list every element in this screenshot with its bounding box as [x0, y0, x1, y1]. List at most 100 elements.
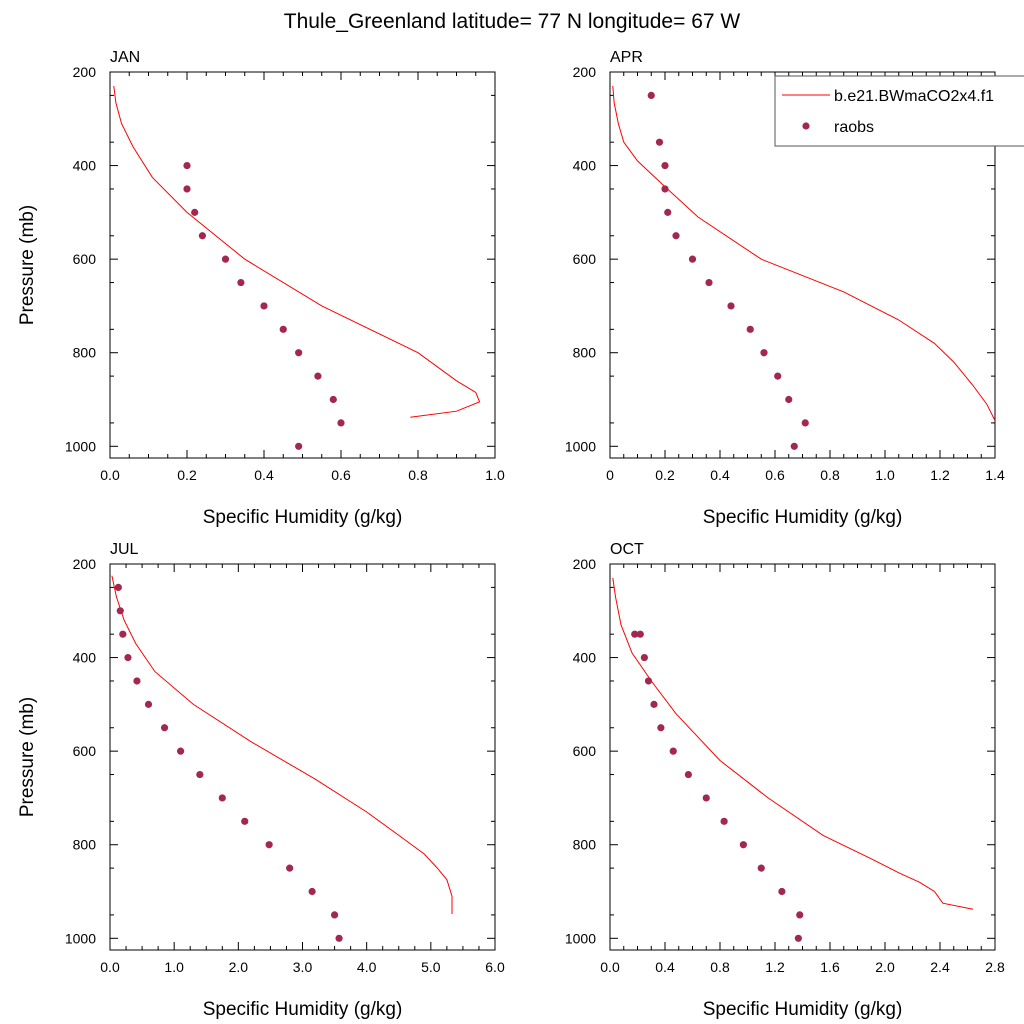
- y-tick-label: 200: [73, 64, 97, 80]
- raobs-point: [329, 395, 337, 404]
- x-tick-label: 0.8: [820, 467, 840, 483]
- legend-obs-swatch: [802, 122, 810, 130]
- raobs-point: [279, 325, 287, 333]
- raobs-point: [330, 911, 339, 919]
- legend: b.e21.BWmaCO2x4.f1 raobs: [774, 75, 1024, 147]
- raobs-point: [119, 630, 127, 638]
- x-axis-label: Specific Humidity (g/kg): [203, 507, 403, 528]
- raobs-point: [657, 724, 665, 732]
- raobs-point: [631, 630, 639, 638]
- panel-title: JAN: [110, 49, 140, 66]
- x-tick-label: 0.0: [100, 959, 120, 975]
- panels: JAN 0.0 0.2 0.4 0.6 0.8 1.0 200 400 600 800 1000 Spe…: [17, 49, 1005, 1020]
- raobs-point: [794, 934, 802, 942]
- raobs-point: [144, 700, 153, 708]
- model-profile-line: [111, 575, 453, 914]
- x-tick-label: 1.4: [985, 467, 1005, 483]
- x-tick-label: 0: [606, 467, 614, 483]
- x-tick-label: 1.2: [930, 467, 950, 483]
- x-tick-label: 0.4: [655, 959, 675, 975]
- x-tick-label: 0.6: [765, 467, 785, 483]
- x-tick-label: 2.4: [930, 959, 950, 975]
- x-tick-label: 6.0: [485, 959, 505, 975]
- raobs-point: [241, 817, 249, 825]
- raobs-point: [114, 583, 122, 591]
- model-profile-line: [113, 85, 481, 418]
- raobs-point: [702, 794, 710, 802]
- raobs-point: [314, 372, 322, 380]
- y-tick-label: 800: [73, 345, 97, 361]
- y-tick-label: 1000: [65, 930, 96, 946]
- panel-jul: JUL 0.0 1.0 2.0 3.0 4.0 5.0 6.0 200 400 600 800 1000…: [17, 541, 505, 1020]
- raobs-point: [727, 302, 735, 310]
- raobs-point: [183, 185, 191, 193]
- raobs-point: [672, 232, 680, 240]
- x-tick-label: 0.2: [655, 467, 675, 483]
- raobs-point: [265, 841, 273, 849]
- raobs-point: [705, 278, 713, 287]
- raobs-point: [133, 677, 141, 685]
- y-tick-label: 600: [573, 251, 597, 267]
- raobs-point: [746, 325, 754, 333]
- raobs-point: [774, 372, 782, 380]
- y-tick-label: 1000: [565, 438, 596, 454]
- y-axis-label: Pressure (mb): [17, 205, 38, 325]
- raobs-point: [647, 91, 655, 99]
- raobs-point: [790, 442, 798, 450]
- y-tick-label: 600: [73, 743, 97, 759]
- raobs-point: [684, 770, 692, 779]
- raobs-point: [183, 161, 191, 170]
- y-tick-label: 200: [73, 556, 97, 572]
- raobs-point: [191, 208, 199, 216]
- raobs-point: [661, 161, 669, 170]
- raobs-point: [198, 232, 206, 240]
- panel-apr: APR 0 0.2 0.4 0.6 0.8 1.0 1.2 1.4 200 400 600 800 100…: [565, 49, 1005, 528]
- raobs-point: [778, 887, 786, 896]
- y-tick-label: 800: [73, 837, 97, 853]
- raobs-point: [801, 419, 809, 427]
- raobs-point: [644, 677, 653, 685]
- raobs-point: [218, 794, 226, 802]
- y-axis-label: Pressure (mb): [17, 697, 38, 817]
- x-tick-label: 0.0: [100, 467, 120, 483]
- raobs-point: [661, 185, 669, 193]
- raobs-point: [757, 864, 765, 872]
- raobs-point: [335, 934, 343, 942]
- y-tick-label: 600: [73, 251, 97, 267]
- raobs-point: [650, 700, 658, 708]
- x-tick-label: 0.4: [254, 467, 274, 483]
- x-axis-label: Specific Humidity (g/kg): [703, 507, 903, 528]
- y-tick-label: 400: [73, 158, 97, 174]
- raobs-point: [739, 841, 747, 849]
- y-tick-label: 1000: [565, 930, 596, 946]
- y-tick-label: 200: [573, 64, 597, 80]
- y-tick-label: 200: [573, 556, 597, 572]
- model-profile-line: [612, 577, 974, 910]
- model-profile-line: [612, 85, 996, 421]
- raobs-point: [337, 419, 345, 427]
- x-tick-label: 5.0: [421, 959, 441, 975]
- x-tick-label: 2.0: [875, 959, 895, 975]
- y-tick-label: 800: [573, 345, 597, 361]
- panel-jan: JAN 0.0 0.2 0.4 0.6 0.8 1.0 200 400 600 800 1000 Spe…: [17, 49, 505, 528]
- panel-title: OCT: [610, 541, 644, 558]
- x-tick-label: 0.0: [600, 959, 620, 975]
- y-tick-label: 1000: [65, 438, 96, 454]
- y-tick-label: 600: [573, 743, 597, 759]
- x-tick-label: 1.0: [875, 467, 895, 483]
- x-tick-label: 1.0: [164, 959, 184, 975]
- x-axis-label: Specific Humidity (g/kg): [703, 999, 903, 1020]
- raobs-point: [176, 747, 185, 755]
- legend-box: [774, 75, 1024, 147]
- x-tick-label: 0.8: [710, 959, 730, 975]
- x-tick-label: 0.4: [710, 467, 730, 483]
- x-tick-label: 3.0: [293, 959, 313, 975]
- raobs-point: [688, 255, 697, 263]
- x-tick-label: 4.0: [357, 959, 377, 975]
- x-tick-label: 1.6: [820, 959, 840, 975]
- raobs-point: [124, 653, 132, 662]
- x-tick-label: 0.6: [331, 467, 351, 483]
- x-axis-label: Specific Humidity (g/kg): [203, 999, 403, 1020]
- y-tick-label: 400: [573, 158, 597, 174]
